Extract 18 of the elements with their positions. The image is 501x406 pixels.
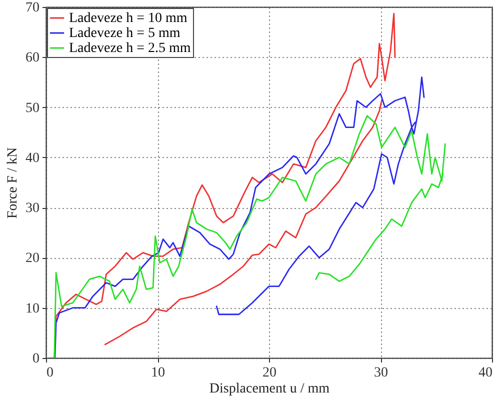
x-tick-label: 20	[262, 366, 276, 380]
x-tick-label: 30	[374, 366, 388, 380]
legend-label: Ladeveze h = 2.5 mm	[69, 41, 191, 56]
legend-label: Ladeveze h = 10 mm	[69, 11, 188, 26]
y-axis-title: Force F / kN	[6, 147, 20, 219]
y-tick-label: 60	[26, 50, 40, 66]
y-tick-label: 0	[32, 352, 40, 366]
x-tick-label: 10	[151, 366, 165, 380]
y-tick-label: 10	[26, 301, 40, 316]
y-tick-label: 70	[26, 0, 40, 16]
y-tick-label: 20	[26, 251, 40, 266]
x-axis-title: Displacement u / mm	[209, 382, 330, 396]
legend-label: Ladeveze h = 5 mm	[69, 26, 180, 41]
y-tick-label: 40	[26, 150, 40, 166]
x-tick-label: 40	[478, 366, 492, 380]
x-tick-label: 0	[46, 366, 54, 380]
y-tick-label: 50	[26, 100, 40, 116]
y-tick-label: 30	[26, 201, 40, 216]
